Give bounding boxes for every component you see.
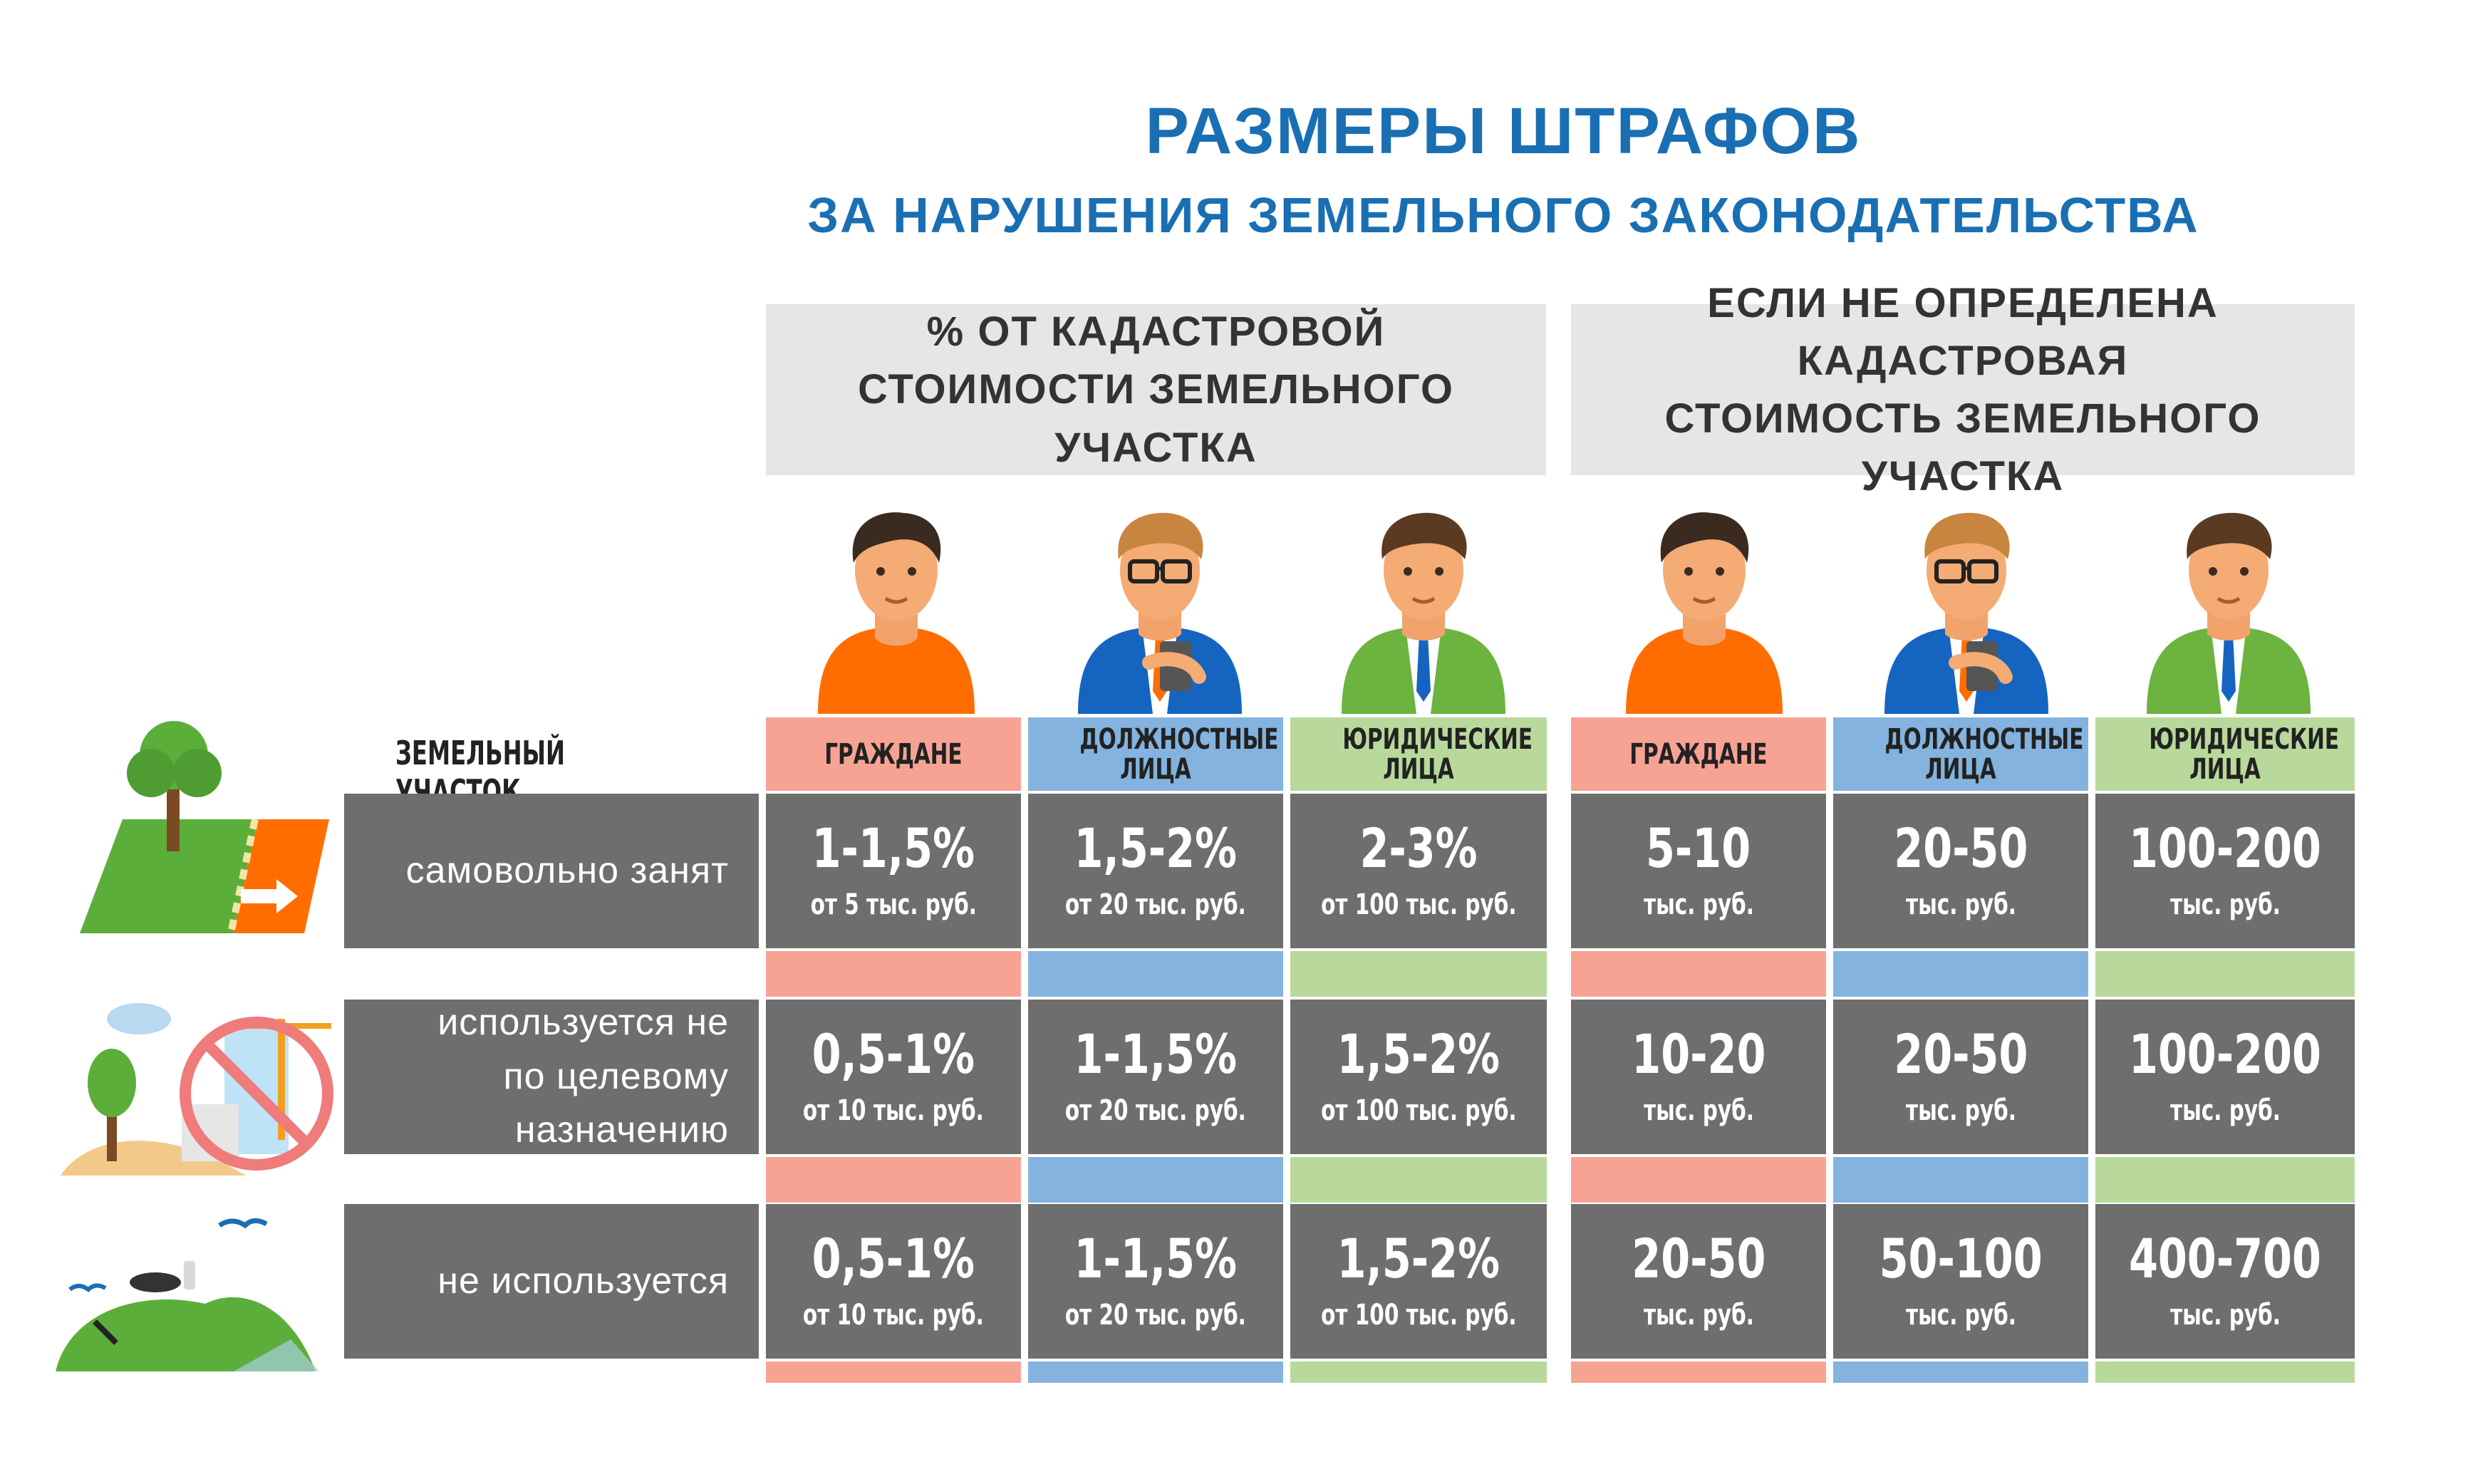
category-color-strip <box>1028 1361 1283 1383</box>
category-officials: ДОЛЖНОСТНЫЕ ЛИЦА <box>1028 717 1283 791</box>
fine-amount: 100-200 <box>2129 816 2321 880</box>
category-color-strip <box>766 951 1021 997</box>
legal-entity-icon <box>1342 512 1505 714</box>
fine-amount: 100-200 <box>2129 1022 2321 1086</box>
fine-cell: 20-50 тыс. руб. <box>1833 794 2088 948</box>
category-color-strip <box>1290 951 1547 997</box>
fine-note: от 5 тыс. руб. <box>810 888 977 921</box>
category-color-strip <box>766 1361 1021 1383</box>
category-color-strip <box>1290 1157 1547 1203</box>
official-icon <box>1078 512 1242 714</box>
fine-amount: 1-1,5% <box>812 816 975 880</box>
fine-cell: 5-10 тыс. руб. <box>1571 794 1826 948</box>
fine-cell: 10-20 тыс. руб. <box>1571 1000 1826 1154</box>
fine-amount: 20-50 <box>1893 816 2028 880</box>
category-color-strip <box>1290 1361 1547 1383</box>
fine-cell: 20-50 тыс. руб. <box>1571 1204 1826 1359</box>
fine-amount: 400-700 <box>2129 1226 2321 1290</box>
fine-note: от 20 тыс. руб. <box>1065 888 1246 921</box>
fine-amount: 1-1,5% <box>1074 1022 1238 1086</box>
category-color-strip <box>2095 1361 2355 1383</box>
category-legal-entities: ЮРИДИЧЕСКИЕ ЛИЦА <box>1290 717 1547 791</box>
fine-note: от 20 тыс. руб. <box>1065 1094 1246 1127</box>
fine-amount: 1,5-2% <box>1337 1022 1500 1086</box>
fine-amount: 20-50 <box>1631 1226 1766 1290</box>
fine-cell: 1-1,5% от 20 тыс. руб. <box>1028 1000 1283 1154</box>
fine-cell: 50-100 тыс. руб. <box>1833 1204 2088 1359</box>
fine-cell: 20-50 тыс. руб. <box>1833 1000 2088 1154</box>
row-label: используется не по целевому назначению <box>344 1000 759 1154</box>
fine-cell: 1,5-2% от 20 тыс. руб. <box>1028 794 1283 948</box>
fine-note: тыс. руб. <box>1905 1094 2016 1127</box>
fine-note: тыс. руб. <box>1643 1298 1754 1332</box>
fine-amount: 20-50 <box>1893 1022 2028 1086</box>
page-title: РАЗМЕРЫ ШТРАФОВ <box>1145 95 1862 167</box>
fine-amount: 0,5-1% <box>812 1022 975 1086</box>
category-color-strip <box>1571 1361 1826 1383</box>
fine-amount: 50-100 <box>1879 1226 2043 1290</box>
fine-cell: 1,5-2% от 100 тыс. руб. <box>1290 1000 1547 1154</box>
fine-note: от 100 тыс. руб. <box>1320 888 1517 921</box>
category-color-strip <box>1833 1361 2088 1383</box>
fine-note: от 100 тыс. руб. <box>1320 1298 1517 1332</box>
fine-cell: 400-700 тыс. руб. <box>2095 1204 2355 1359</box>
row-label: самовольно занят <box>344 794 759 948</box>
fine-note: от 100 тыс. руб. <box>1320 1094 1517 1127</box>
fine-cell: 100-200 тыс. руб. <box>2095 794 2355 948</box>
category-color-strip <box>1028 951 1283 997</box>
fine-cell: 0,5-1% от 10 тыс. руб. <box>766 1000 1021 1154</box>
header-no-cadastral: ЕСЛИ НЕ ОПРЕДЕЛЕНА КАДАСТРОВАЯ СТОИМОСТЬ… <box>1571 280 2355 499</box>
header-no-cadastral-text: ЕСЛИ НЕ ОПРЕДЕЛЕНА КАДАСТРОВАЯ СТОИМОСТЬ… <box>1664 279 2261 500</box>
category-officials: ДОЛЖНОСТНЫЕ ЛИЦА <box>1833 717 2088 791</box>
category-color-strip <box>766 1157 1021 1203</box>
category-color-strip <box>2095 1157 2355 1203</box>
header-cadastral-percent: % ОТ КАДАСТРОВОЙ СТОИМОСТИ ЗЕМЕЛЬНОГО УЧ… <box>766 304 1546 475</box>
fine-note: тыс. руб. <box>2169 888 2281 921</box>
category-color-strip <box>1833 951 2088 997</box>
fine-cell: 0,5-1% от 10 тыс. руб. <box>766 1204 1021 1359</box>
category-legal-entities: ЮРИДИЧЕСКИЕ ЛИЦА <box>2095 717 2355 791</box>
fine-cell: 100-200 тыс. руб. <box>2095 1000 2355 1154</box>
category-color-strip <box>1028 1157 1283 1203</box>
fine-amount: 0,5-1% <box>812 1226 975 1290</box>
official-icon <box>1884 512 2048 714</box>
fine-note: тыс. руб. <box>1905 1298 2016 1332</box>
citizen-icon <box>818 512 975 714</box>
category-color-strip <box>1833 1157 2088 1203</box>
category-color-strip <box>2095 951 2355 997</box>
unused-land-icon <box>56 1218 319 1371</box>
category-citizens: ГРАЖДАНЕ <box>1571 717 1826 791</box>
fine-note: от 10 тыс. руб. <box>803 1298 984 1332</box>
legal-entity-icon <box>2147 512 2311 714</box>
page-subtitle: ЗА НАРУШЕНИЯ ЗЕМЕЛЬНОГО ЗАКОНОДАТЕЛЬСТВА <box>807 187 2199 243</box>
row-label: не используется <box>344 1204 759 1359</box>
fine-amount: 1,5-2% <box>1337 1226 1500 1290</box>
land-seized-icon <box>80 721 329 935</box>
fine-note: тыс. руб. <box>1643 1094 1754 1127</box>
fine-note: от 20 тыс. руб. <box>1065 1298 1246 1332</box>
fine-amount: 1,5-2% <box>1074 816 1238 880</box>
fine-cell: 1-1,5% от 5 тыс. руб. <box>766 794 1021 948</box>
fine-cell: 1-1,5% от 20 тыс. руб. <box>1028 1204 1283 1359</box>
fine-note: тыс. руб. <box>2169 1298 2281 1332</box>
fine-note: тыс. руб. <box>1905 888 2016 921</box>
fine-note: тыс. руб. <box>1643 888 1754 921</box>
header-cadastral-percent-text: % ОТ КАДАСТРОВОЙ СТОИМОСТИ ЗЕМЕЛЬНОГО УЧ… <box>858 308 1454 471</box>
fine-amount: 1-1,5% <box>1074 1226 1238 1290</box>
fine-amount: 10-20 <box>1631 1022 1766 1086</box>
fine-amount: 2-3% <box>1359 816 1478 880</box>
fine-note: от 10 тыс. руб. <box>803 1094 984 1127</box>
category-color-strip <box>1571 951 1826 997</box>
fine-cell: 2-3% от 100 тыс. руб. <box>1290 794 1547 948</box>
category-citizens: ГРАЖДАНЕ <box>766 717 1021 791</box>
misuse-icon <box>61 1003 333 1176</box>
fine-amount: 5-10 <box>1646 816 1751 880</box>
category-color-strip <box>1571 1157 1826 1203</box>
fine-note: тыс. руб. <box>2169 1094 2281 1127</box>
fine-cell: 1,5-2% от 100 тыс. руб. <box>1290 1204 1547 1359</box>
citizen-icon <box>1626 512 1783 714</box>
